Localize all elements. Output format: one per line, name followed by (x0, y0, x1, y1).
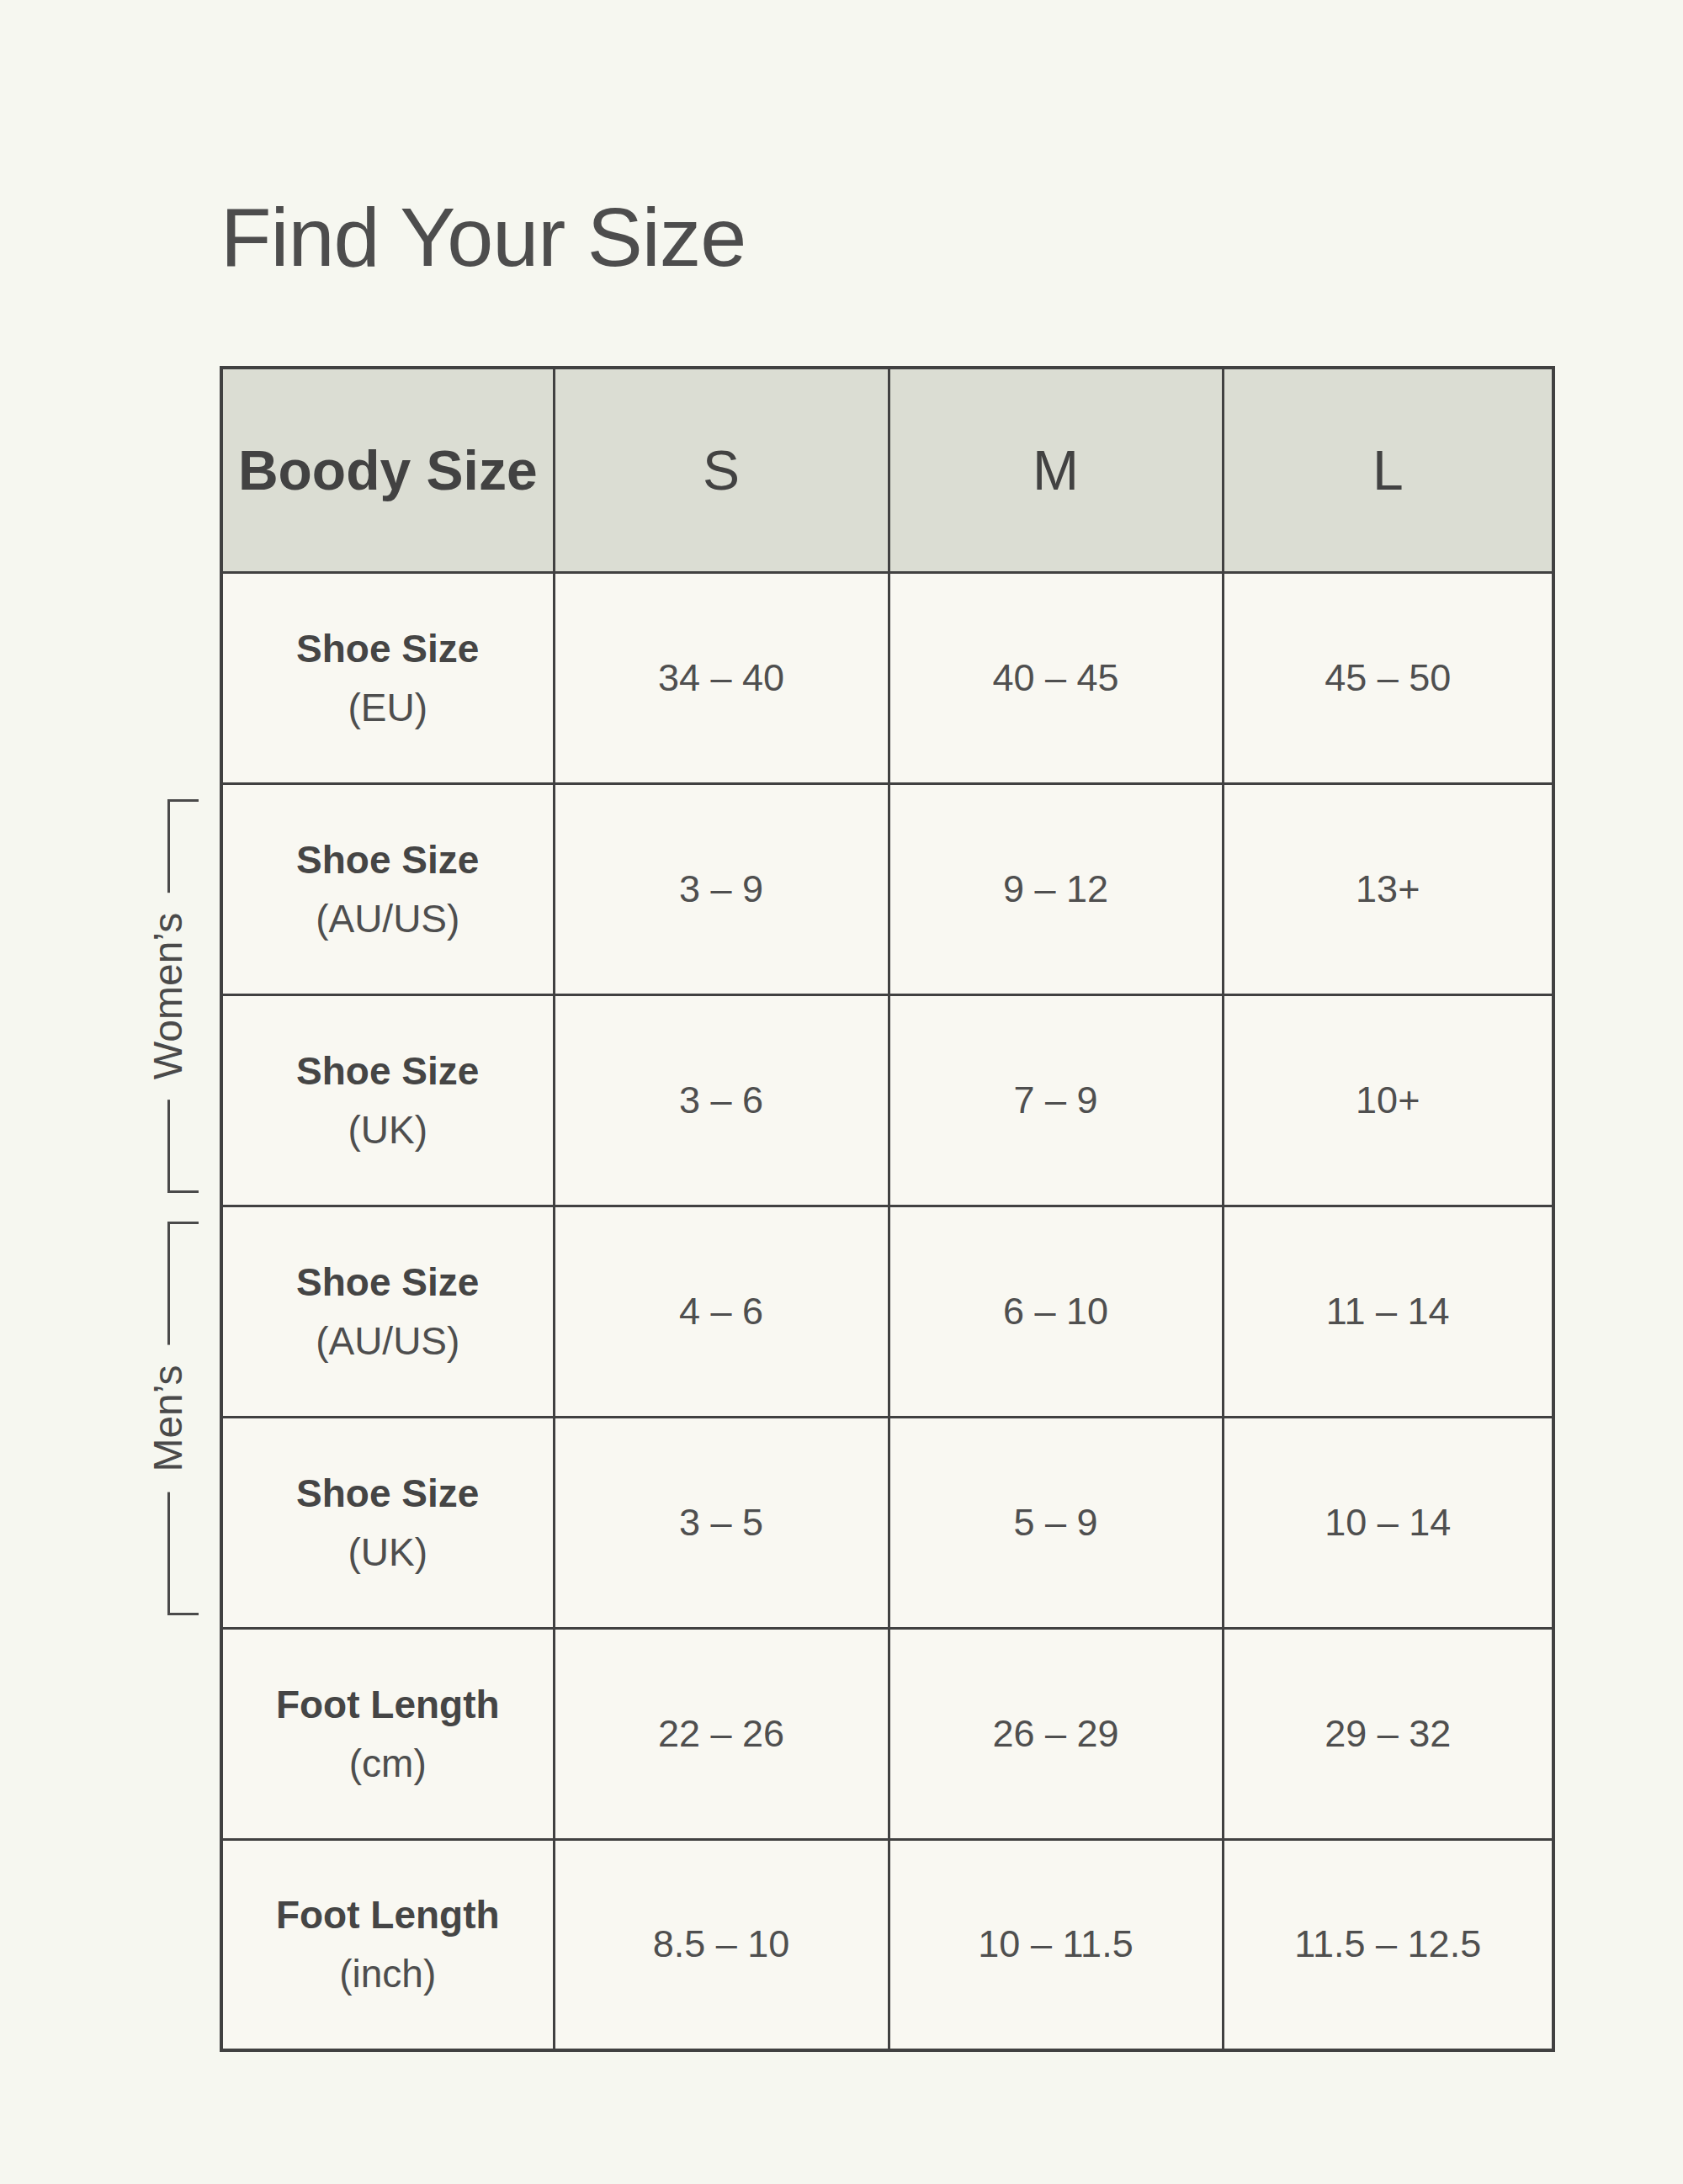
row-label-unit: (inch) (339, 1954, 436, 1993)
row-label-mens-shoe-size-uk: Shoe Size (UK) (221, 1417, 554, 1628)
table-row-womens-shoe-size-auus: Shoe Size (AU/US) 3 – 9 9 – 12 13+ (221, 783, 1553, 994)
cell-mens-auus-m: 6 – 10 (889, 1206, 1223, 1417)
row-label-text: Shoe Size (296, 629, 479, 668)
row-label-womens-shoe-size-uk: Shoe Size (UK) (221, 994, 554, 1206)
table-row-mens-shoe-size-auus: Shoe Size (AU/US) 4 – 6 6 – 10 11 – 14 (221, 1206, 1553, 1417)
row-label-text: Foot Length (276, 1895, 500, 1934)
mens-group-bracket: Men’s (167, 1222, 199, 1615)
header-size-l: L (1223, 368, 1553, 572)
cell-womens-uk-s: 3 – 6 (554, 994, 889, 1206)
row-label-unit: (AU/US) (316, 1322, 459, 1360)
table-header-row: Boody Size S M L (221, 368, 1553, 572)
cell-footlength-cm-s: 22 – 26 (554, 1628, 889, 1839)
row-label-foot-length-inch: Foot Length (inch) (221, 1839, 554, 2050)
womens-group-bracket: Women’s (167, 799, 199, 1193)
table-row-foot-length-cm: Foot Length (cm) 22 – 26 26 – 29 29 – 32 (221, 1628, 1553, 1839)
cell-womens-uk-l: 10+ (1223, 994, 1553, 1206)
page-title: Find Your Size (220, 195, 746, 278)
row-label-unit: (UK) (348, 1533, 427, 1572)
row-label-unit: (AU/US) (316, 899, 459, 938)
cell-footlength-inch-s: 8.5 – 10 (554, 1839, 889, 2050)
cell-mens-uk-s: 3 – 5 (554, 1417, 889, 1628)
cell-womens-uk-m: 7 – 9 (889, 994, 1223, 1206)
row-label-unit: (UK) (348, 1111, 427, 1149)
womens-group-label: Women’s (148, 893, 188, 1100)
table-row-shoe-size-eu: Shoe Size (EU) 34 – 40 40 – 45 45 – 50 (221, 572, 1553, 783)
size-chart-table: Boody Size S M L Shoe Size (EU) 34 – 40 … (220, 366, 1555, 2052)
header-boody-size: Boody Size (221, 368, 554, 572)
cell-mens-uk-m: 5 – 9 (889, 1417, 1223, 1628)
cell-footlength-inch-l: 11.5 – 12.5 (1223, 1839, 1553, 2050)
header-size-m: M (889, 368, 1223, 572)
row-label-text: Shoe Size (296, 840, 479, 879)
cell-footlength-cm-m: 26 – 29 (889, 1628, 1223, 1839)
cell-footlength-cm-l: 29 – 32 (1223, 1628, 1553, 1839)
cell-eu-l: 45 – 50 (1223, 572, 1553, 783)
cell-mens-auus-s: 4 – 6 (554, 1206, 889, 1417)
row-label-unit: (EU) (348, 688, 427, 727)
row-label-foot-length-cm: Foot Length (cm) (221, 1628, 554, 1839)
cell-mens-auus-l: 11 – 14 (1223, 1206, 1553, 1417)
row-label-shoe-size-eu: Shoe Size (EU) (221, 572, 554, 783)
table-row-foot-length-inch: Foot Length (inch) 8.5 – 10 10 – 11.5 11… (221, 1839, 1553, 2050)
cell-eu-s: 34 – 40 (554, 572, 889, 783)
cell-womens-auus-m: 9 – 12 (889, 783, 1223, 994)
row-label-text: Shoe Size (296, 1263, 479, 1301)
cell-womens-auus-s: 3 – 9 (554, 783, 889, 994)
table-row-mens-shoe-size-uk: Shoe Size (UK) 3 – 5 5 – 9 10 – 14 (221, 1417, 1553, 1628)
row-label-unit: (cm) (349, 1744, 427, 1783)
cell-footlength-inch-m: 10 – 11.5 (889, 1839, 1223, 2050)
header-size-s: S (554, 368, 889, 572)
table-row-womens-shoe-size-uk: Shoe Size (UK) 3 – 6 7 – 9 10+ (221, 994, 1553, 1206)
row-label-text: Shoe Size (296, 1052, 479, 1090)
row-label-text: Foot Length (276, 1685, 500, 1724)
row-label-mens-shoe-size-auus: Shoe Size (AU/US) (221, 1206, 554, 1417)
mens-group-label: Men’s (148, 1344, 188, 1492)
cell-womens-auus-l: 13+ (1223, 783, 1553, 994)
cell-eu-m: 40 – 45 (889, 572, 1223, 783)
row-label-text: Shoe Size (296, 1474, 479, 1513)
row-label-womens-shoe-size-auus: Shoe Size (AU/US) (221, 783, 554, 994)
cell-mens-uk-l: 10 – 14 (1223, 1417, 1553, 1628)
